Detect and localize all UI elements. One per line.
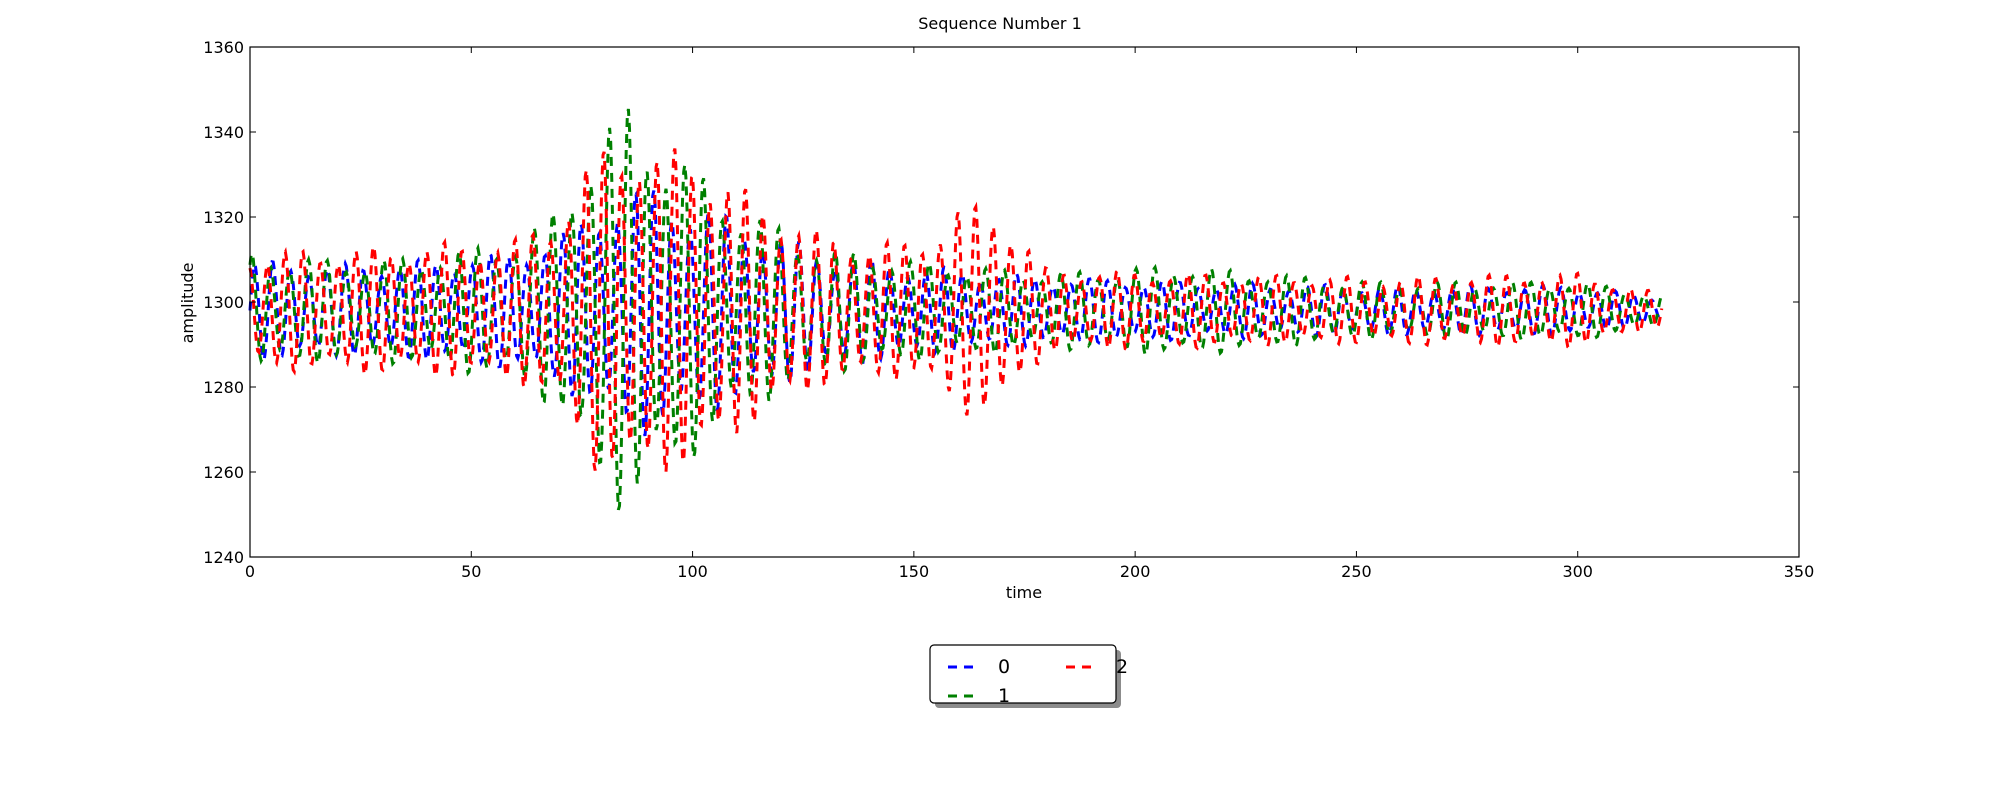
x-tick-label: 350 xyxy=(1784,562,1815,581)
y-tick-label: 1240 xyxy=(203,548,244,567)
x-axis-ticks: 0 50 100 150 200 250 300 350 xyxy=(245,47,1814,581)
legend-label-1: 1 xyxy=(998,685,1010,707)
legend-label-2: 2 xyxy=(1116,656,1128,678)
legend-box xyxy=(929,644,1117,704)
y-tick-label: 1340 xyxy=(203,123,244,142)
y-tick-label: 1280 xyxy=(203,378,244,397)
x-tick-label: 150 xyxy=(899,562,930,581)
y-axis-ticks: 1240 1260 1280 1300 1320 1340 1360 xyxy=(203,38,1799,567)
y-tick-label: 1360 xyxy=(203,38,244,57)
x-tick-label: 300 xyxy=(1562,562,1593,581)
x-tick-label: 0 xyxy=(245,562,255,581)
legend: 0 1 2 xyxy=(929,644,1128,708)
legend-label-0: 0 xyxy=(998,656,1010,678)
y-tick-label: 1300 xyxy=(203,293,244,312)
x-tick-label: 100 xyxy=(677,562,708,581)
series-2-line xyxy=(248,148,1664,473)
series-0-line xyxy=(248,189,1663,437)
series-1-line xyxy=(248,108,1664,511)
y-axis-label: amplitude xyxy=(178,263,197,344)
y-tick-label: 1320 xyxy=(203,208,244,227)
chart-title: Sequence Number 1 xyxy=(918,14,1082,33)
plot-lines xyxy=(248,108,1664,511)
x-tick-label: 250 xyxy=(1341,562,1372,581)
x-tick-label: 50 xyxy=(461,562,481,581)
x-axis-label: time xyxy=(1006,583,1042,602)
y-tick-label: 1260 xyxy=(203,463,244,482)
x-tick-label: 200 xyxy=(1120,562,1151,581)
